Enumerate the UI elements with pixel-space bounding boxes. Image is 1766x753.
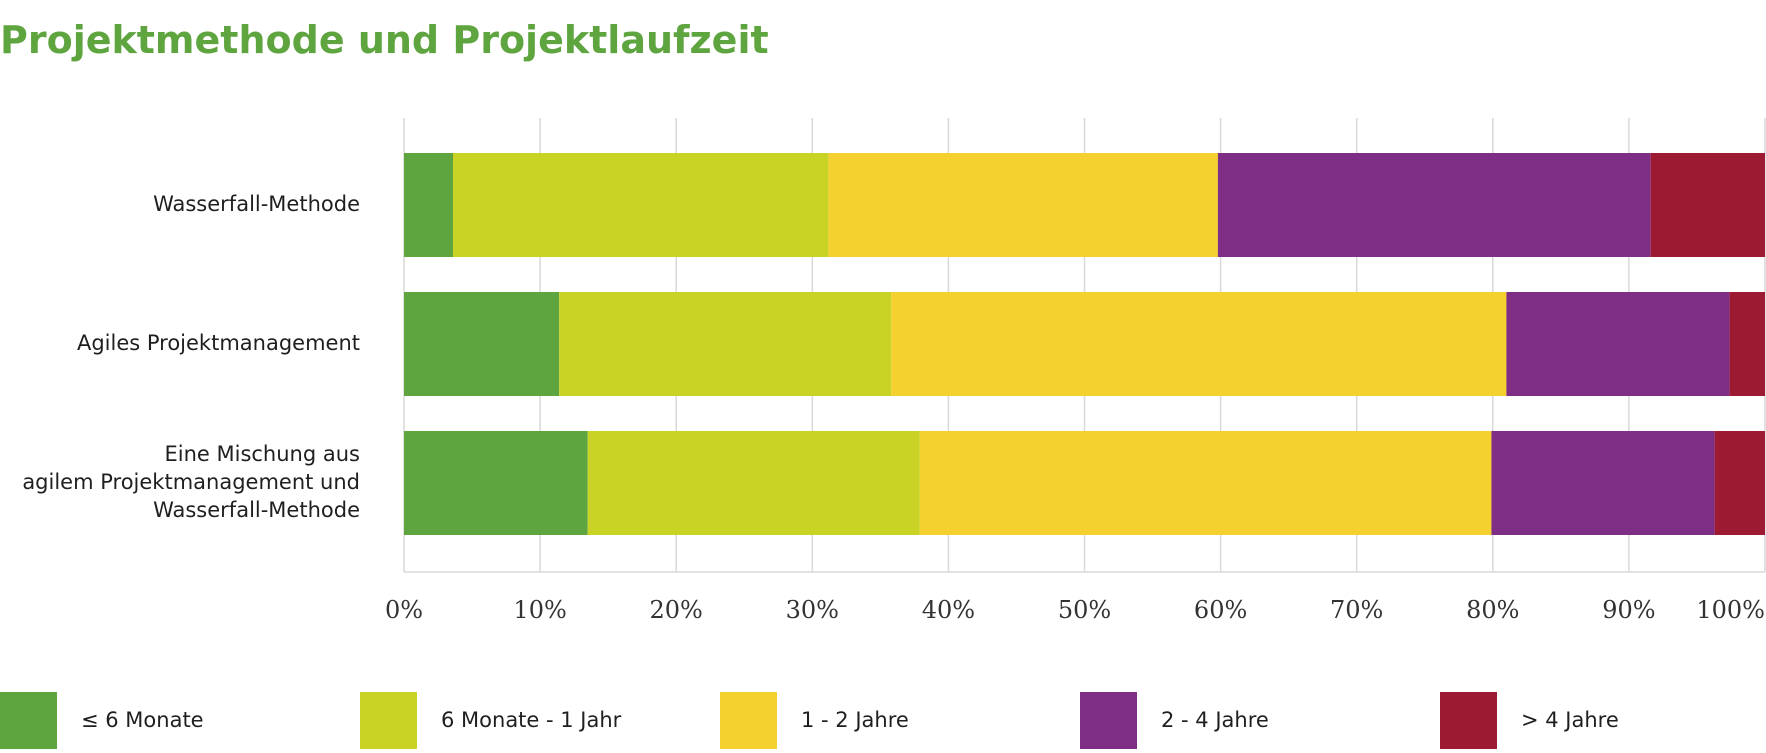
category-label: Eine Mischung aus xyxy=(164,442,360,466)
legend-swatch xyxy=(1440,692,1497,749)
legend-swatch xyxy=(0,692,57,749)
legend-label: 2 - 4 Jahre xyxy=(1161,708,1269,732)
bar-segment xyxy=(1491,431,1715,535)
bar-segment xyxy=(891,292,1507,396)
legend-label: 1 - 2 Jahre xyxy=(801,708,909,732)
category-label: Wasserfall-Methode xyxy=(153,498,360,522)
category-label: Wasserfall-Methode xyxy=(153,192,360,216)
x-tick-label: 60% xyxy=(1194,596,1247,624)
x-tick-label: 10% xyxy=(513,596,566,624)
chart-title: Projektmethode und Projektlaufzeit xyxy=(0,18,769,62)
bar-segment xyxy=(1729,292,1765,396)
x-tick-label: 90% xyxy=(1602,596,1655,624)
x-tick-labels: 0% 10% 20% 30% 40% 50% 60% 70% 80% 90% 100% xyxy=(385,596,1765,624)
legend: ≤ 6 Monate 6 Monate - 1 Jahr 1 - 2 Jahre 2 … xyxy=(0,692,1619,749)
category-labels: Wasserfall-Methode Agiles Projektmanageme… xyxy=(22,192,360,522)
bar-segment xyxy=(1217,153,1651,257)
bar-segment xyxy=(919,431,1492,535)
legend-label: > 4 Jahre xyxy=(1521,708,1619,732)
x-tick-label: 20% xyxy=(650,596,703,624)
x-tick-label: 40% xyxy=(922,596,975,624)
legend-swatch xyxy=(1080,692,1137,749)
bar-segment xyxy=(1714,431,1765,535)
bars xyxy=(404,153,1765,535)
bar-segment xyxy=(452,153,829,257)
legend-swatch xyxy=(360,692,417,749)
bar-segment xyxy=(587,431,920,535)
bar-segment xyxy=(828,153,1218,257)
x-tick-label: 30% xyxy=(786,596,839,624)
legend-swatch xyxy=(720,692,777,749)
legend-label: ≤ 6 Monate xyxy=(81,708,204,732)
x-tick-label: 50% xyxy=(1058,596,1111,624)
bar-segment xyxy=(404,153,453,257)
bar-segment xyxy=(1506,292,1730,396)
x-tick-label: 70% xyxy=(1330,596,1383,624)
legend-label: 6 Monate - 1 Jahr xyxy=(441,708,622,732)
x-tick-label: 100% xyxy=(1696,596,1765,624)
bar-segment xyxy=(1650,153,1765,257)
category-label: Agiles Projektmanagement xyxy=(77,331,360,355)
category-label: agilem Projektmanagement und xyxy=(22,470,360,494)
x-tick-label: 0% xyxy=(385,596,423,624)
bar-segment xyxy=(559,292,892,396)
x-tick-label: 80% xyxy=(1466,596,1519,624)
bar-segment xyxy=(404,292,560,396)
bar-segment xyxy=(404,431,588,535)
